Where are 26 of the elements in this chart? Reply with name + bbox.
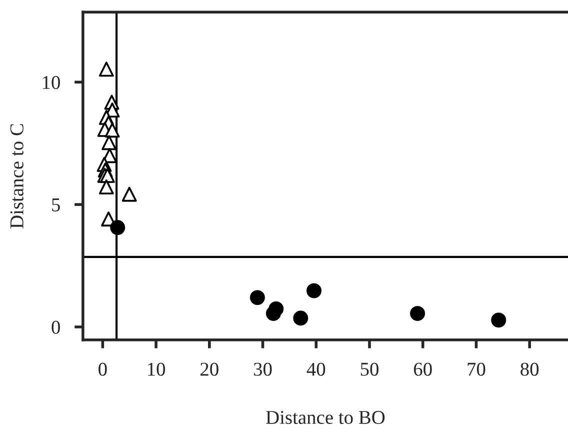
point — [410, 306, 426, 321]
y-tick-label: 10 — [42, 76, 60, 90]
x-tick-label: 10 — [148, 362, 166, 376]
y-tick-label: 5 — [52, 198, 60, 212]
x-tick-label: 80 — [520, 362, 539, 376]
point — [98, 179, 114, 194]
point — [122, 186, 137, 202]
point — [250, 290, 265, 306]
x-tick-label: 70 — [468, 362, 486, 376]
point — [491, 312, 506, 328]
x-tick-label: 50 — [360, 362, 378, 376]
x-tick-label: 30 — [254, 362, 272, 376]
point — [98, 62, 114, 77]
point — [102, 135, 117, 150]
point — [110, 220, 126, 236]
x-tick-label: 40 — [306, 362, 326, 376]
x-tick-label: 20 — [200, 362, 218, 376]
point — [104, 122, 120, 138]
y-tick-label: 0 — [52, 320, 60, 334]
point — [306, 283, 322, 298]
x-tick-label: 60 — [414, 362, 432, 376]
y-axis-title: Distance to C — [10, 124, 24, 228]
point — [268, 301, 284, 316]
x-tick-label: 0 — [98, 362, 107, 376]
x-axis-title: Distance to BO — [266, 410, 385, 424]
point — [293, 310, 308, 326]
